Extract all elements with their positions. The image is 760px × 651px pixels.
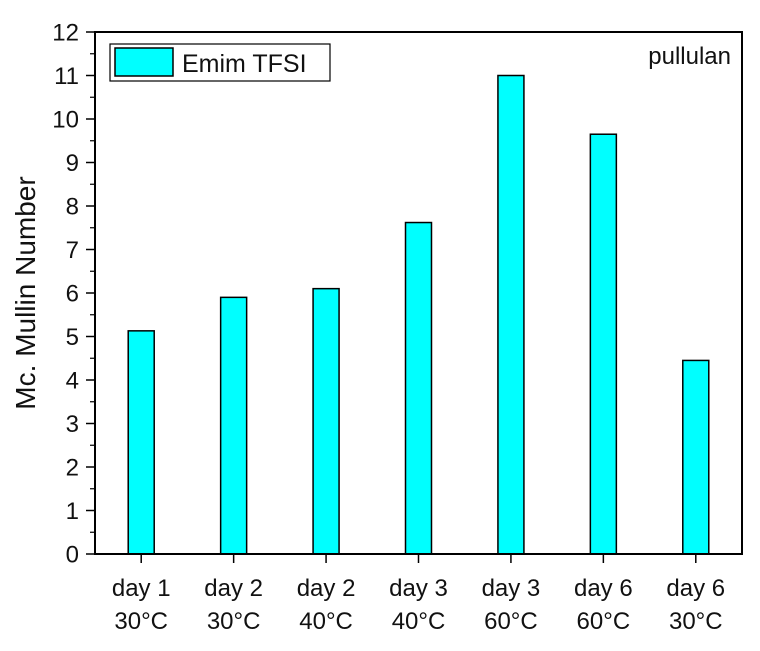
legend: Emim TFSI xyxy=(109,43,331,82)
x-tick-label: day 6 xyxy=(574,575,633,602)
bar xyxy=(682,359,710,555)
y-tick-label: 12 xyxy=(52,20,79,47)
x-tick-label: 40°C xyxy=(299,608,353,635)
bar-group xyxy=(127,74,710,555)
x-tick-label: day 2 xyxy=(204,575,263,602)
bar xyxy=(312,287,340,555)
x-tick-label: 30°C xyxy=(114,608,168,635)
y-tick-label: 11 xyxy=(54,63,79,90)
plot-frame xyxy=(94,31,743,555)
x-tick-label: day 3 xyxy=(389,575,448,602)
y-tick-label: 10 xyxy=(52,107,79,134)
legend-swatch xyxy=(114,47,174,77)
y-tick-label: 3 xyxy=(66,411,79,438)
x-tick-label: day 6 xyxy=(666,575,725,602)
bar xyxy=(589,133,618,555)
y-tick-label: 1 xyxy=(66,498,79,525)
x-tick-label: day 1 xyxy=(112,575,171,602)
y-tick-label: 5 xyxy=(66,324,79,351)
bar xyxy=(497,74,525,555)
bar xyxy=(127,330,155,555)
x-tick-label: 30°C xyxy=(669,608,723,635)
x-axis: day 1 30°C day 2 30°C day 2 40°C day 3 40°C day … xyxy=(112,554,725,635)
x-tick-label: 60°C xyxy=(577,608,631,635)
y-tick-label: 9 xyxy=(66,150,79,177)
x-tick-label: day 3 xyxy=(482,575,541,602)
x-tick-label: day 2 xyxy=(297,575,356,602)
bar xyxy=(219,296,248,555)
y-tick-label: 0 xyxy=(66,542,79,569)
y-tick-label: 4 xyxy=(66,368,79,395)
y-tick-label: 2 xyxy=(66,455,79,482)
y-tick-label: 6 xyxy=(66,281,79,308)
annotation-pullulan: pullulan xyxy=(648,43,731,70)
x-tick-label: 60°C xyxy=(484,608,538,635)
bar xyxy=(404,221,433,555)
x-tick-label: 40°C xyxy=(392,608,446,635)
x-tick-label: 30°C xyxy=(207,608,261,635)
y-tick-label: 8 xyxy=(66,194,79,221)
legend-label: Emim TFSI xyxy=(182,50,307,78)
y-axis-label: Mc. Mullin Number xyxy=(10,176,41,409)
y-tick-label: 7 xyxy=(66,237,79,264)
